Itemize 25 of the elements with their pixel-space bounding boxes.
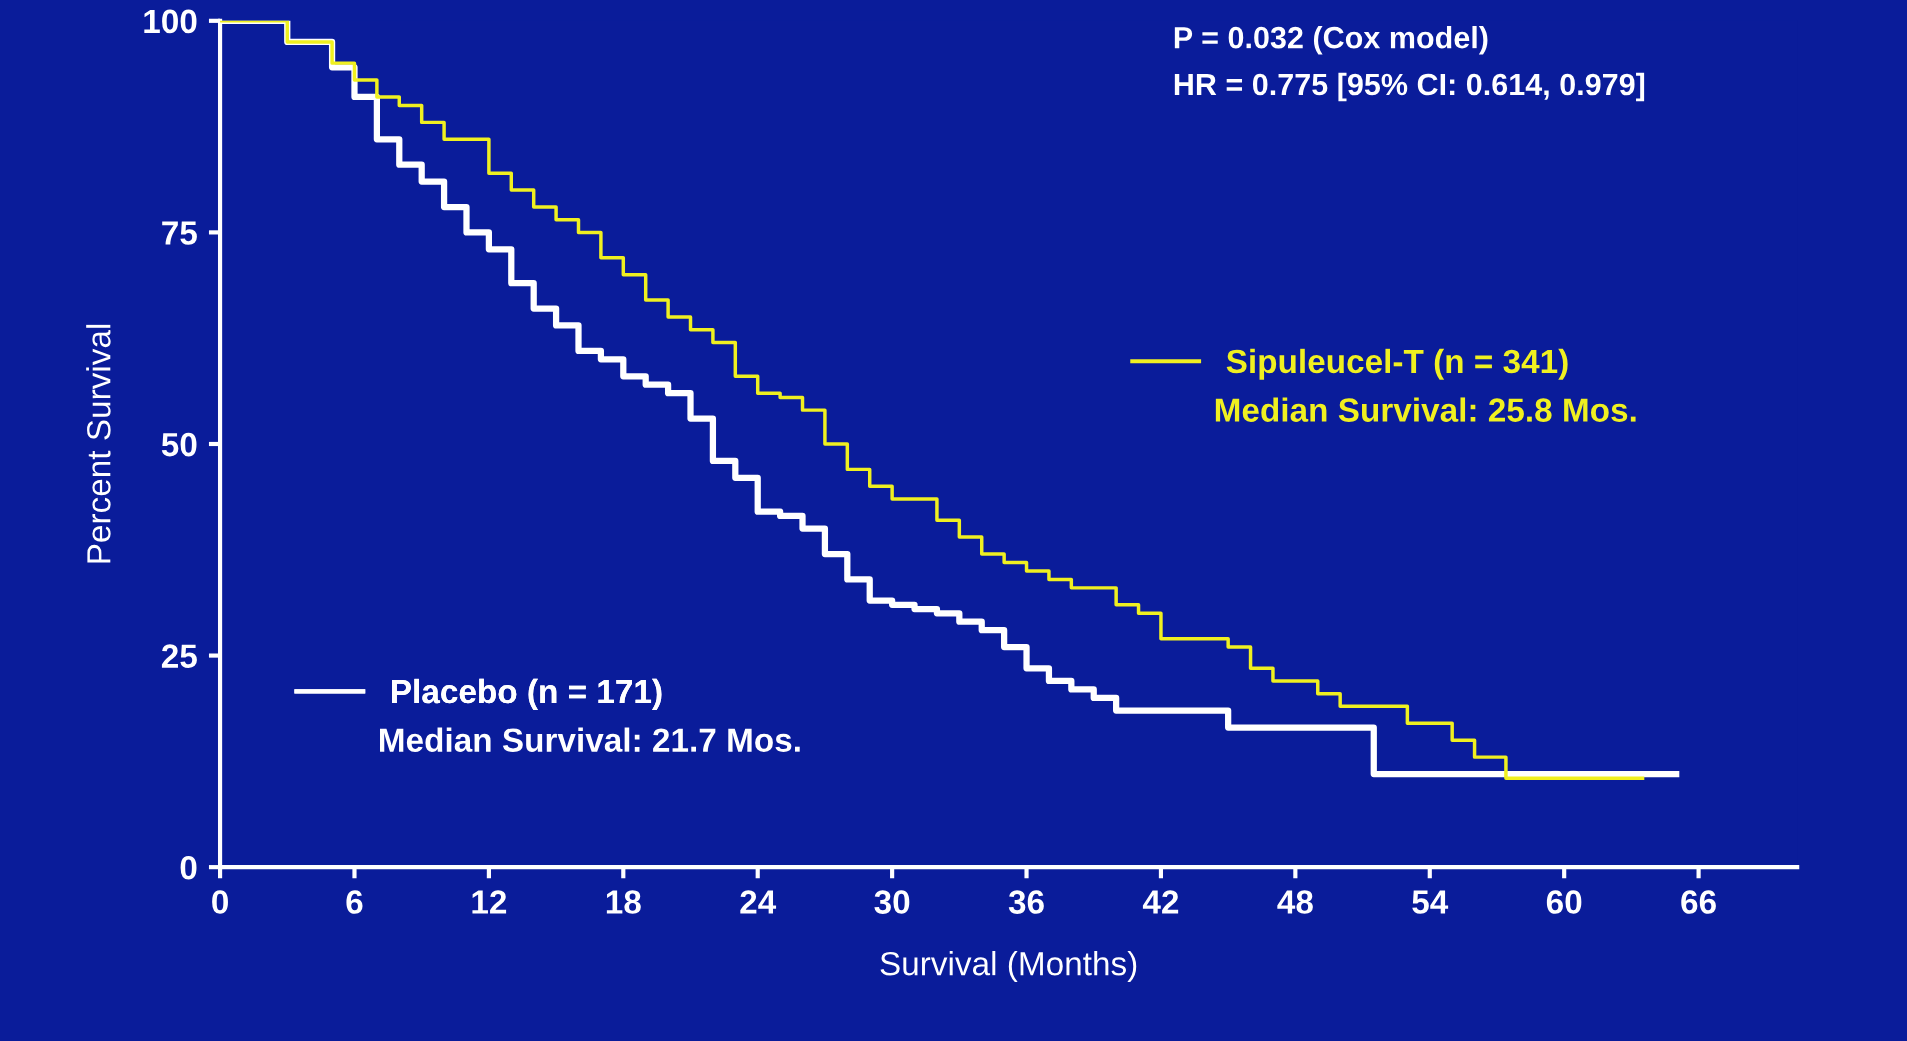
y-axis-title: Percent Survival — [86, 324, 111, 563]
x-tick-label: 12 — [472, 890, 507, 914]
y-tick-label: 100 — [144, 9, 197, 34]
x-axis-title: Survival (Months) — [880, 951, 1137, 983]
y-tick-label: 0 — [180, 855, 197, 880]
annotation: P = 0.032 (Cox model) — [1174, 26, 1488, 55]
y-tick-label: 75 — [162, 221, 197, 245]
x-tick-label: 54 — [1412, 890, 1449, 914]
annotation: Median Survival: 21.7 Mos. — [380, 727, 800, 752]
x-tick-label: 24 — [740, 890, 777, 914]
x-tick-label: 48 — [1277, 890, 1313, 914]
legend-label: Sipuleucel-T (n = 341) — [1226, 348, 1568, 380]
x-tick-label: 30 — [874, 890, 910, 914]
y-tick-label: 50 — [161, 432, 197, 457]
x-tick-label: 66 — [1681, 890, 1716, 914]
x-tick-label: 0 — [212, 890, 228, 914]
annotation: Median Survival: 25.8 Mos. — [1215, 397, 1636, 422]
legend-label: Placebo (n = 171) — [392, 678, 662, 710]
x-tick-label: 42 — [1142, 890, 1179, 914]
x-tick-label: 36 — [1008, 890, 1044, 914]
x-tick-label: 6 — [346, 890, 363, 914]
x-tick-label: 60 — [1546, 890, 1582, 914]
y-tick-label: 25 — [161, 644, 197, 668]
x-tick-label: 18 — [606, 890, 641, 914]
annotation: HR = 0.775 [95% CI: 0.614, 0.979] — [1174, 72, 1645, 102]
